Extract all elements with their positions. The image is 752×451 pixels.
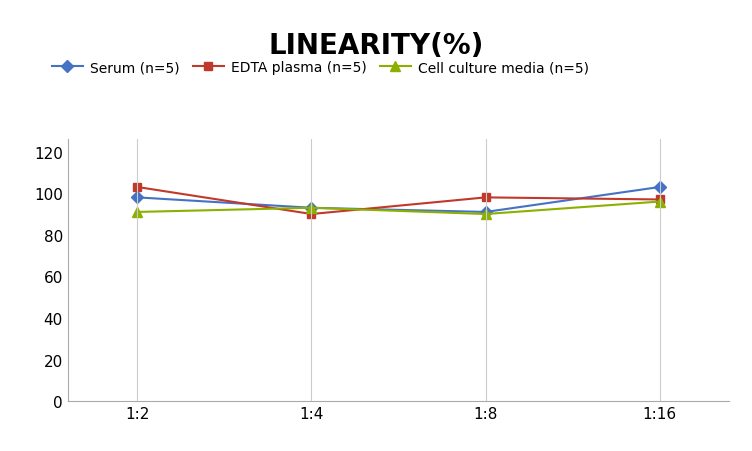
EDTA plasma (n=5)	[133, 185, 142, 190]
Serum (n=5)	[307, 206, 316, 211]
Cell culture media (n=5)	[307, 206, 316, 211]
Cell culture media (n=5)	[481, 212, 490, 217]
Line: Cell culture media (n=5): Cell culture media (n=5)	[132, 197, 665, 219]
Line: Serum (n=5): Serum (n=5)	[133, 184, 664, 216]
Serum (n=5)	[655, 185, 664, 190]
Cell culture media (n=5)	[655, 199, 664, 205]
Line: EDTA plasma (n=5): EDTA plasma (n=5)	[133, 184, 664, 219]
EDTA plasma (n=5)	[307, 212, 316, 217]
EDTA plasma (n=5)	[655, 197, 664, 202]
Serum (n=5)	[133, 195, 142, 201]
Text: LINEARITY(%): LINEARITY(%)	[268, 32, 484, 60]
Serum (n=5)	[481, 210, 490, 215]
EDTA plasma (n=5)	[481, 195, 490, 201]
Cell culture media (n=5)	[133, 210, 142, 215]
Legend: Serum (n=5), EDTA plasma (n=5), Cell culture media (n=5): Serum (n=5), EDTA plasma (n=5), Cell cul…	[52, 61, 589, 75]
